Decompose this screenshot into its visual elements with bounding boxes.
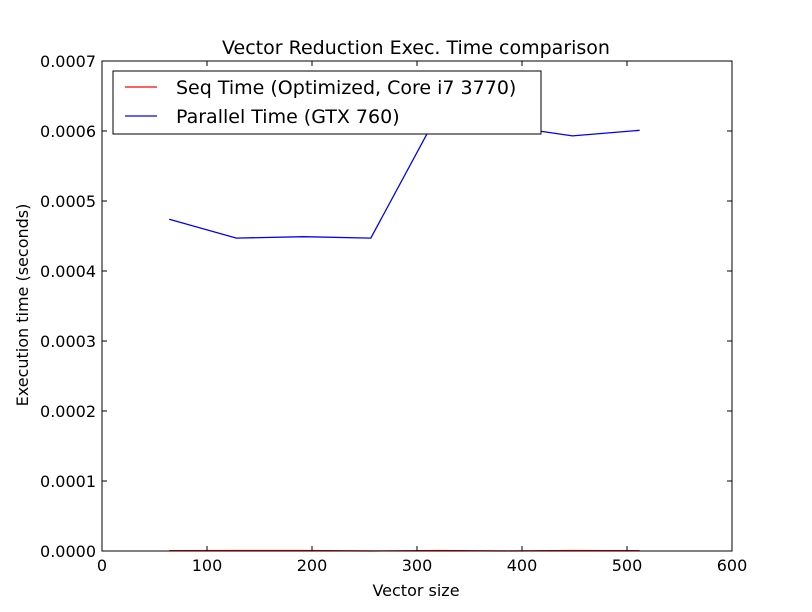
x-tick-label: 400 [507, 556, 538, 575]
plot-area: 0 100 200 300 400 500 600 0.0000 0.0001 0.0002 0.0… [40, 52, 747, 575]
legend-label-0: Seq Time (Optimized, Core i7 3770) [176, 77, 516, 99]
y-tick-label: 0.0004 [40, 262, 96, 281]
legend-label-1: Parallel Time (GTX 760) [176, 106, 400, 128]
y-tick-label: 0.0007 [40, 52, 96, 71]
y-tick-label: 0.0001 [40, 472, 96, 491]
x-tick-label: 300 [402, 556, 433, 575]
x-tick-label: 500 [612, 556, 643, 575]
legend-box [112, 70, 542, 135]
y-tick-label: 0.0005 [40, 192, 96, 211]
y-tick-label: 0.0002 [40, 402, 96, 421]
y-tick-label: 0.0000 [40, 542, 96, 561]
x-tick-label: 0 [97, 556, 107, 575]
y-axis-label: Execution time (seconds) [13, 204, 32, 407]
x-tick-label: 200 [297, 556, 328, 575]
y-tick-label: 0.0006 [40, 122, 96, 141]
y-tick-label: 0.0003 [40, 332, 96, 351]
x-axis-label: Vector size [372, 581, 459, 600]
series-line-1 [169, 112, 640, 239]
x-tick-label: 600 [717, 556, 748, 575]
chart-title: Vector Reduction Exec. Time comparison [222, 37, 610, 59]
x-tick-label: 100 [192, 556, 223, 575]
